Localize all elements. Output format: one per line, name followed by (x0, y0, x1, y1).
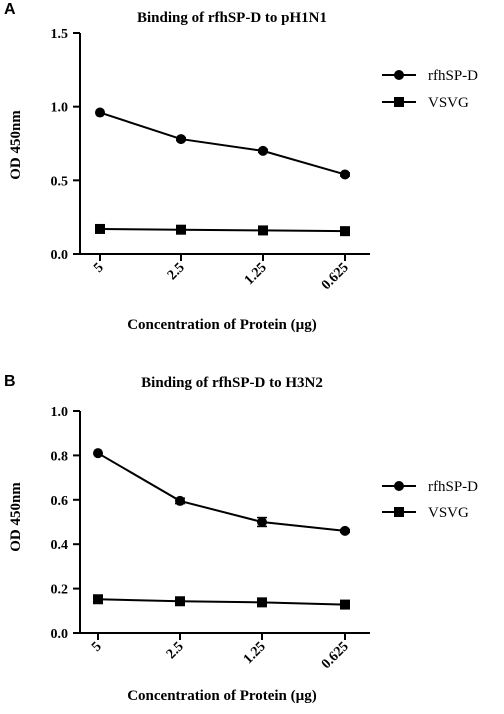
data-point (340, 226, 350, 237)
y-tick-label: 0.8 (51, 449, 69, 464)
series-line (99, 227, 346, 233)
panel-b-series (93, 448, 350, 610)
panel-b-x-label: Concentration of Protein (µg) (127, 688, 317, 704)
data-point (176, 134, 186, 145)
series-line (97, 598, 346, 606)
data-point (175, 495, 185, 506)
panel-a-legend-label: VSVG (428, 95, 469, 111)
x-tick-label: 1.25 (241, 639, 269, 667)
panel-b-legend: rfhSP-D VSVG (382, 479, 478, 521)
panel-a: A Binding of rfhSP-D to pH1N1 OD 450nm C… (4, 1, 478, 333)
data-point (340, 525, 350, 536)
panel-a-series (95, 107, 350, 237)
data-point (340, 599, 350, 610)
data-point (257, 517, 267, 527)
x-tick-label: 0.625 (319, 639, 352, 672)
legend-marker (394, 70, 404, 80)
data-point (95, 107, 105, 118)
series-line (99, 111, 346, 176)
panel-b-legend-label: VSVG (428, 505, 469, 521)
panel-b-y-label: OD 450nm (8, 482, 24, 552)
data-point (176, 224, 186, 235)
y-tick-label: 0.2 (51, 583, 69, 598)
y-tick-label: 1.5 (51, 27, 69, 42)
legend-marker (394, 507, 404, 517)
y-tick-label: 0.5 (51, 174, 69, 189)
x-tick-label: 0.625 (319, 260, 352, 293)
y-tick-label: 0.4 (51, 538, 69, 553)
panel-b-x-ticks: 5 2.5 1.25 0.625 (89, 633, 352, 672)
panel-b-y-ticks: 0.0 0.2 0.4 0.6 0.8 1.0 (51, 405, 80, 642)
y-tick-label: 1.0 (51, 101, 69, 116)
y-tick-label: 0.0 (51, 248, 69, 263)
panel-b-letter: B (4, 373, 16, 390)
series-line (97, 452, 346, 532)
data-point (257, 597, 267, 608)
panel-a-title: Binding of rfhSP-D to pH1N1 (137, 10, 327, 26)
legend-marker (394, 481, 404, 491)
data-point (175, 596, 185, 607)
y-tick-label: 0.0 (51, 627, 69, 642)
data-point (340, 169, 350, 180)
panel-a-y-ticks: 0.0 0.5 1.0 1.5 (51, 27, 80, 263)
legend-marker (394, 97, 404, 107)
panel-a-x-label: Concentration of Protein (µg) (127, 317, 317, 333)
data-point (95, 223, 105, 234)
data-point (93, 594, 103, 605)
panel-b: B Binding of rfhSP-D to H3N2 OD 450nm Co… (4, 373, 478, 704)
y-tick-label: 0.6 (51, 494, 69, 509)
data-point (258, 145, 268, 156)
data-point (258, 225, 268, 236)
panel-a-legend: rfhSP-D VSVG (382, 68, 478, 111)
panel-a-y-label: OD 450nm (8, 110, 24, 180)
panel-b-legend-label: rfhSP-D (428, 479, 478, 495)
x-tick-label: 5 (89, 639, 105, 655)
panel-b-title: Binding of rfhSP-D to H3N2 (141, 375, 323, 391)
x-tick-label: 5 (91, 260, 107, 276)
panel-a-letter: A (4, 1, 16, 18)
x-tick-label: 2.5 (165, 260, 188, 283)
data-point (93, 448, 103, 459)
panel-a-x-ticks: 5 2.5 1.25 0.625 (91, 254, 352, 293)
x-tick-label: 2.5 (164, 639, 187, 662)
panel-a-legend-label: rfhSP-D (428, 68, 478, 84)
x-tick-label: 1.25 (242, 260, 270, 288)
y-tick-label: 1.0 (51, 405, 69, 420)
